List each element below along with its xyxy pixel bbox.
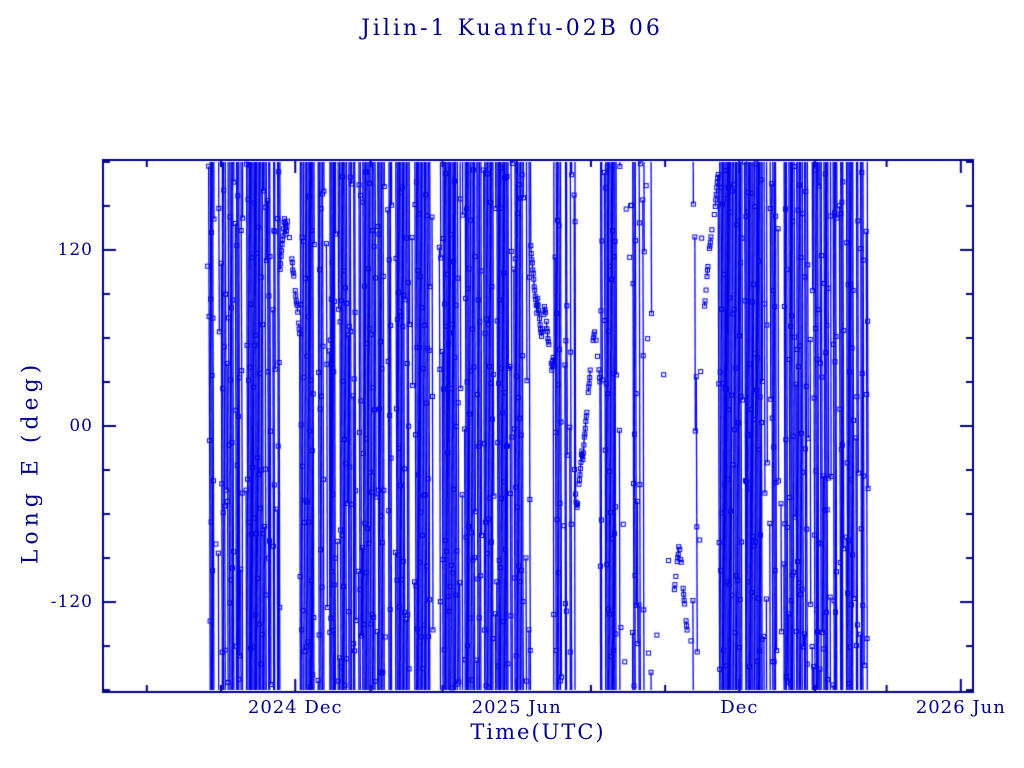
x-tick-label: Dec [720,697,759,718]
x-axis-title: Time(UTC) [470,720,606,744]
y-axis-title: Long E (deg) [18,359,44,565]
x-tick-label: 2024 Dec [247,697,343,718]
y-tick-label: 00 [69,416,93,436]
chart-title: Jilin-1 Kuanfu-02B 06 [361,16,663,41]
y-tick-label: -120 [50,592,93,613]
y-tick-label: 120 [57,239,93,260]
x-tick-label: 2026 Jun [915,697,1006,718]
x-tick-label: 2025 Jun [471,697,562,718]
